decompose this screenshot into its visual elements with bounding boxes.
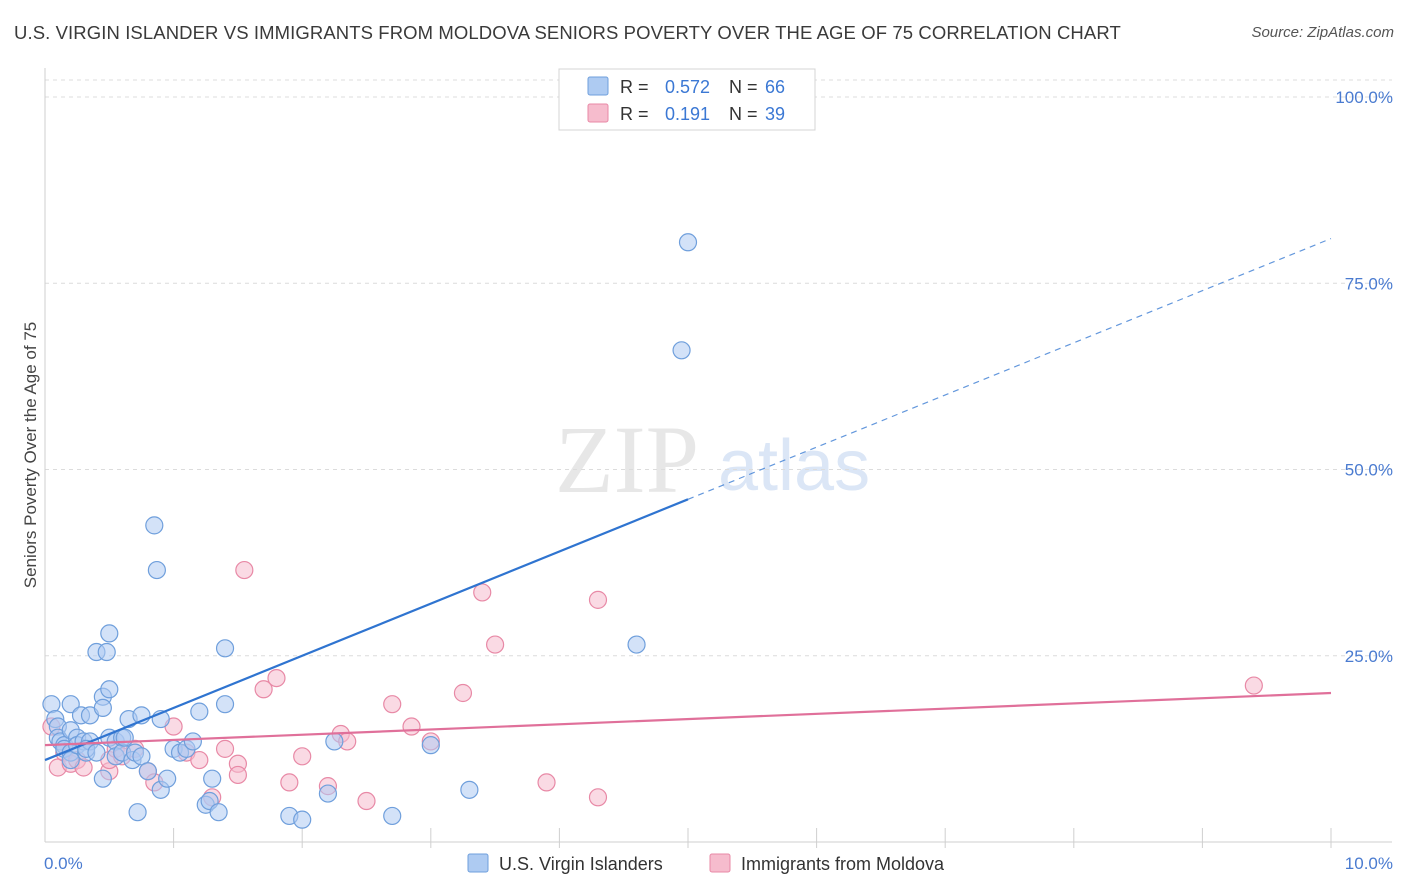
y-tick-label: 50.0% (1345, 461, 1393, 480)
blue-data-point (203, 769, 222, 788)
pink-data-point (293, 747, 312, 766)
pink-data-point (453, 683, 473, 703)
x-tick-label-max: 10.0% (1345, 854, 1393, 873)
blue-data-point (318, 784, 338, 803)
axes (44, 68, 1392, 843)
blue-data-point (87, 743, 106, 762)
blue-data-point (147, 560, 166, 580)
blue-data-point (42, 695, 61, 714)
blue-data-point (627, 635, 646, 654)
source-label: Source: ZipAtlas.com (1251, 24, 1394, 41)
pink-data-point (402, 717, 421, 736)
pink-data-point (357, 791, 376, 811)
blue-data-point (460, 780, 479, 799)
pink-data-point (1244, 676, 1263, 695)
blue-data-point (209, 803, 228, 822)
blue-data-point (421, 736, 440, 755)
legend-r-value-pink: 0.191 (665, 104, 710, 124)
y-tick-labels: 25.0% 50.0% 75.0% 100.0% (1335, 88, 1393, 666)
bottom-legend: U.S. Virgin Islanders Immigrants from Mo… (467, 853, 945, 874)
pink-data-point (235, 560, 254, 580)
blue-data-point (93, 698, 112, 718)
blue-data-point (383, 806, 402, 826)
pink-data-point (254, 680, 273, 699)
blue-trend-extension (687, 237, 1332, 500)
blue-data-point (215, 639, 235, 658)
pink-data-point (537, 773, 556, 792)
pink-data-point (473, 583, 492, 602)
pink-data-point (228, 765, 247, 785)
blue-data-point (93, 769, 112, 788)
blue-data-point (145, 516, 164, 535)
pink-data-point (215, 739, 235, 758)
watermark-atlas: atlas (718, 426, 870, 506)
blue-data-point (115, 728, 134, 747)
pink-data-point (383, 695, 402, 714)
blue-data-point (100, 680, 119, 699)
legend-n-value-pink: 39 (765, 104, 785, 124)
watermark-zip: ZIP (555, 406, 699, 513)
pink-trend-line (44, 691, 1332, 747)
blue-data-point (325, 732, 344, 751)
blue-data-point (183, 732, 202, 751)
legend-n-label-pink: N = (729, 104, 758, 124)
legend-n-value-blue: 66 (765, 77, 785, 97)
legend-n-label-blue: N = (729, 77, 758, 97)
blue-data-point (672, 341, 691, 360)
blue-data-point (128, 803, 147, 822)
y-tick-label: 75.0% (1345, 274, 1393, 293)
legend-swatch-pink (587, 103, 609, 123)
legend-r-label-blue: R = (620, 77, 649, 97)
chart-title: U.S. VIRGIN ISLANDER VS IMMIGRANTS FROM … (14, 22, 1121, 43)
blue-data-point (97, 642, 116, 662)
bottom-legend-label-pink: Immigrants from Moldova (741, 854, 945, 874)
blue-data-point (190, 702, 209, 721)
bottom-legend-label-blue: U.S. Virgin Islanders (499, 854, 663, 874)
pink-data-point (588, 590, 608, 609)
pink-data-point (280, 773, 299, 792)
top-legend: R = 0.572 N = 66 R = 0.191 N = 39 (558, 68, 816, 131)
blue-data-point (158, 769, 177, 788)
y-axis-label: Seniors Poverty Over the Age of 75 (21, 322, 40, 588)
legend-r-label-pink: R = (620, 104, 649, 124)
blue-data-point (61, 695, 80, 714)
trend-lines (44, 237, 1332, 762)
pink-data-point (588, 788, 608, 807)
bottom-legend-swatch-blue (467, 853, 489, 873)
blue-series-points (42, 233, 698, 829)
blue-data-point (293, 810, 312, 829)
pink-data-point (267, 668, 286, 688)
blue-data-point (678, 233, 698, 252)
blue-data-point (138, 762, 157, 781)
y-tick-label: 25.0% (1345, 647, 1393, 666)
pink-data-point (190, 750, 209, 770)
x-ticks (173, 828, 1332, 848)
legend-swatch-blue (587, 76, 609, 96)
legend-r-value-blue: 0.572 (665, 77, 710, 97)
blue-trend-line (44, 498, 689, 762)
x-tick-label-min: 0.0% (44, 854, 83, 873)
pink-data-point (486, 635, 505, 654)
blue-data-point (100, 624, 119, 643)
bottom-legend-swatch-pink (709, 853, 731, 873)
y-tick-label: 100.0% (1335, 88, 1393, 107)
blue-data-point (215, 695, 235, 714)
